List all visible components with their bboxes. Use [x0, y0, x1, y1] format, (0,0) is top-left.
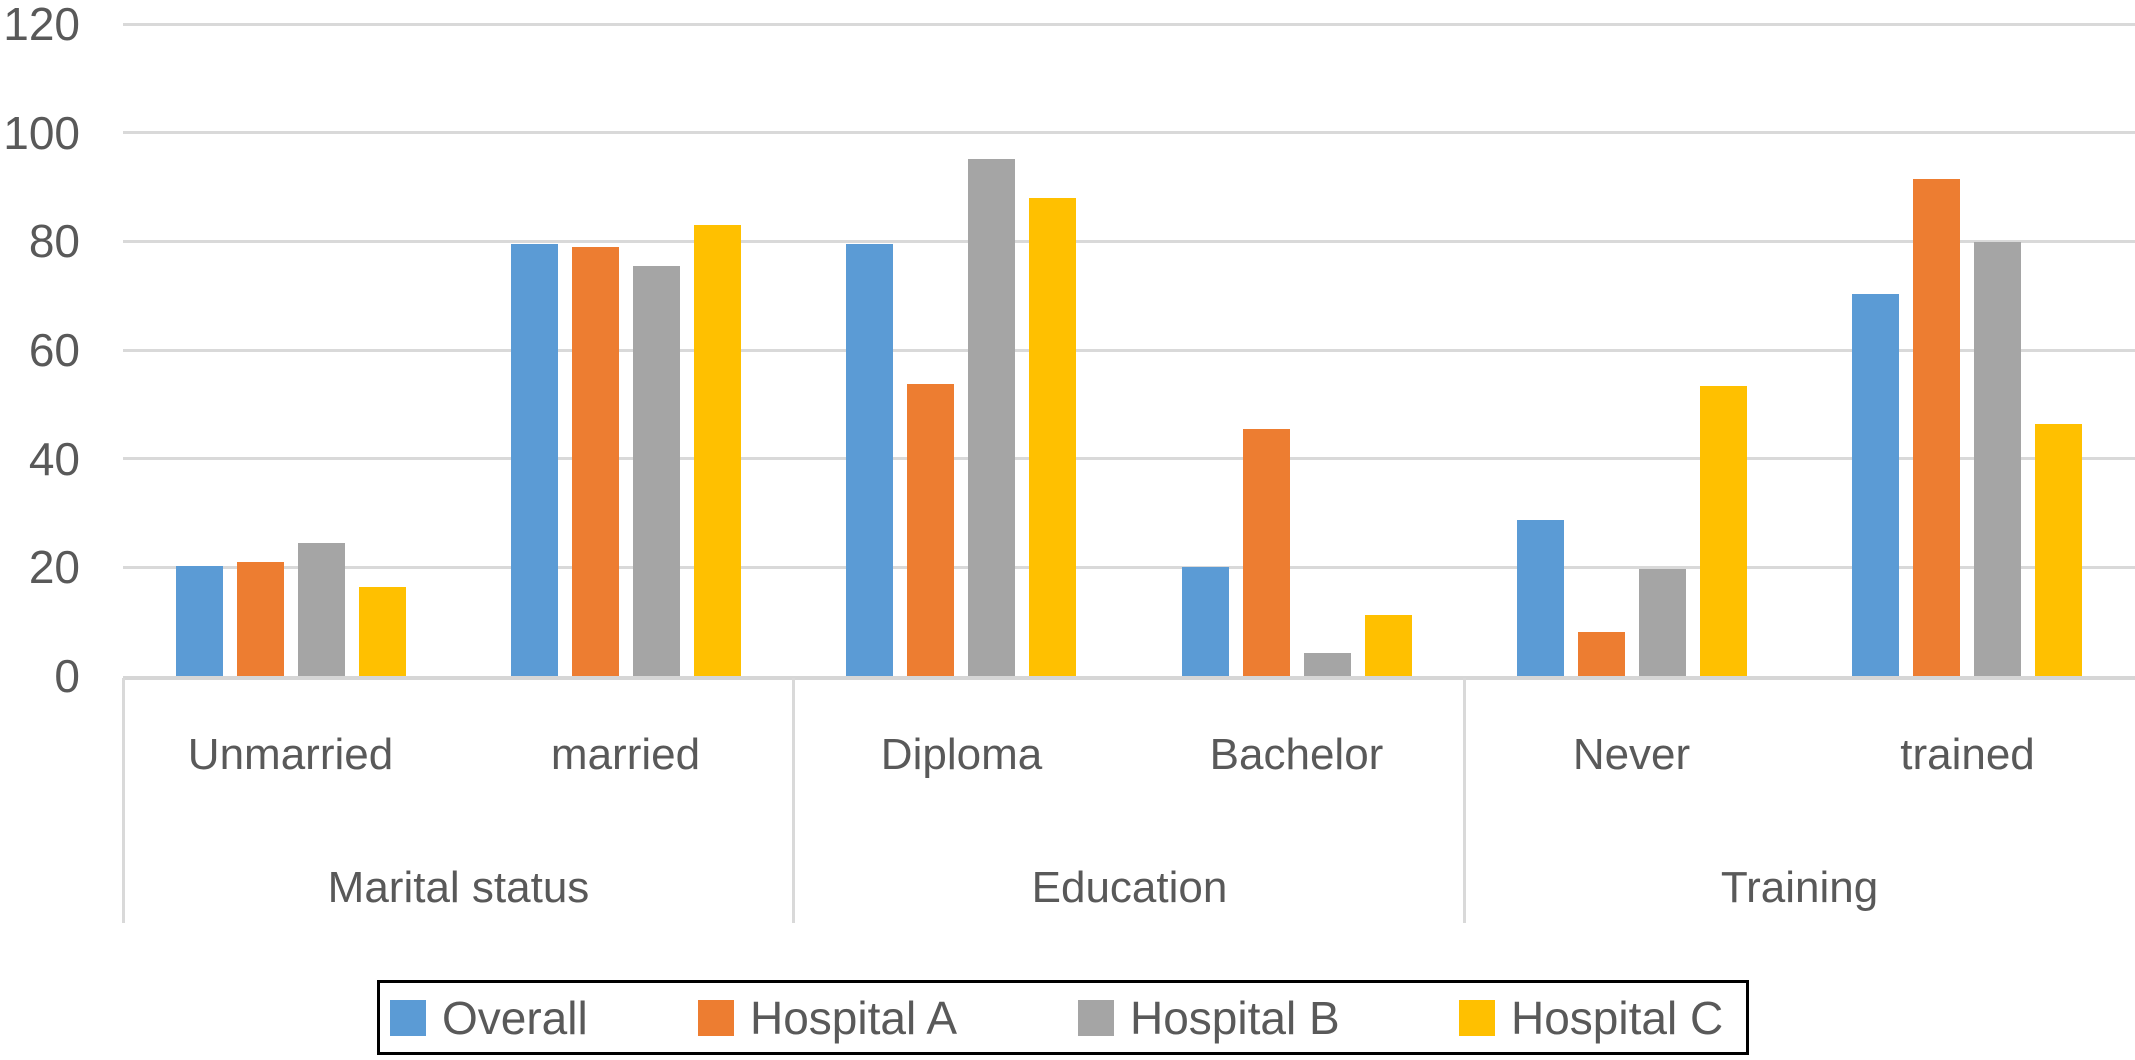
bar-hospital-a-never [1578, 632, 1625, 676]
legend-swatch-hospital-b-icon [1078, 999, 1114, 1036]
bar-hospital-c-married [694, 225, 741, 676]
bar-overall-trained [1852, 294, 1899, 676]
bar-hospital-c-unmarried [359, 587, 406, 676]
bar-overall-diploma [846, 244, 893, 676]
bar-overall-bachelor [1182, 567, 1229, 676]
y-gridline-40 [123, 457, 2135, 460]
category-label-married: married [550, 730, 701, 779]
legend: Overall Hospital A Hospital B Hospital C [377, 980, 1749, 1055]
bar-hospital-b-trained [1974, 242, 2021, 676]
category-label-trained: trained [1900, 730, 2035, 779]
bar-hospital-b-bachelor [1304, 653, 1351, 676]
bar-hospital-a-married [572, 247, 619, 676]
y-tick-label-80: 80 [28, 215, 80, 267]
bar-overall-never [1517, 520, 1564, 676]
bar-hospital-a-unmarried [237, 562, 284, 676]
legend-swatch-hospital-a-icon [698, 999, 734, 1036]
legend-label: Hospital B [1130, 991, 1340, 1044]
group-label-marital-status: Marital status [327, 863, 590, 912]
bar-hospital-a-bachelor [1243, 429, 1290, 676]
y-gridline-80 [123, 240, 2135, 243]
legend-label: Hospital C [1511, 991, 1724, 1044]
bar-hospital-c-bachelor [1365, 615, 1412, 676]
category-divider [122, 678, 125, 923]
category-divider [792, 678, 795, 923]
y-gridline-100 [123, 131, 2135, 134]
y-tick-label-0: 0 [54, 650, 80, 702]
legend-label: Hospital A [750, 991, 958, 1044]
x-axis-line [123, 676, 2135, 680]
category-label-bachelor: Bachelor [1209, 730, 1384, 779]
bar-hospital-b-married [633, 266, 680, 676]
y-gridline-120 [123, 23, 2135, 26]
y-gridline-60 [123, 349, 2135, 352]
y-tick-label-100: 100 [3, 107, 80, 159]
y-gridline-20 [123, 566, 2135, 569]
category-label-unmarried: Unmarried [187, 730, 394, 779]
y-tick-label-60: 60 [28, 324, 80, 376]
legend-item-hospital-a: Hospital A [698, 983, 957, 1052]
bar-hospital-b-unmarried [298, 543, 345, 676]
legend-label: Overall [442, 991, 588, 1044]
category-label-diploma: Diploma [880, 730, 1043, 779]
y-tick-label-120: 120 [3, 0, 80, 50]
y-tick-label-20: 20 [28, 541, 80, 593]
bar-hospital-b-diploma [968, 159, 1015, 676]
legend-swatch-hospital-c-icon [1459, 999, 1495, 1036]
category-label-never: Never [1572, 730, 1691, 779]
bar-hospital-a-trained [1913, 179, 1960, 676]
bar-overall-unmarried [176, 566, 223, 676]
bar-hospital-c-trained [2035, 424, 2082, 676]
legend-item-hospital-b: Hospital B [1078, 983, 1340, 1052]
legend-item-overall: Overall [390, 983, 588, 1052]
group-label-education: Education [1031, 863, 1228, 912]
legend-swatch-overall-icon [390, 999, 426, 1036]
y-tick-label-40: 40 [28, 433, 80, 485]
legend-item-hospital-c: Hospital C [1459, 983, 1723, 1052]
bar-hospital-b-never [1639, 569, 1686, 676]
bar-hospital-a-diploma [907, 384, 954, 676]
category-divider [1463, 678, 1466, 923]
bar-overall-married [511, 244, 558, 676]
group-label-training: Training [1720, 863, 1879, 912]
bar-hospital-c-diploma [1029, 198, 1076, 676]
bar-hospital-c-never [1700, 386, 1747, 676]
